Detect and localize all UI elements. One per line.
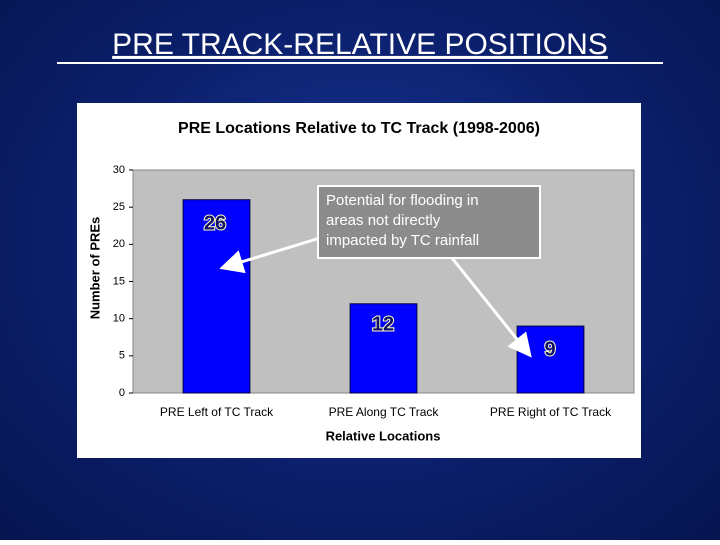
y-tick-label: 10 — [113, 313, 125, 325]
y-tick-label: 20 — [113, 238, 125, 250]
annotation-text: Potential for flooding in — [326, 192, 479, 209]
y-tick-label: 0 — [119, 387, 125, 399]
arrow — [450, 257, 532, 358]
y-tick-label: 5 — [119, 350, 125, 362]
y-tick-label: 25 — [113, 201, 125, 213]
x-tick-label: PRE Right of TC Track — [490, 405, 612, 419]
x-axis-label: Relative Locations — [326, 428, 441, 443]
annotation-box — [317, 185, 541, 259]
annotation-text: areas not directly — [326, 212, 441, 229]
bar — [349, 303, 418, 394]
x-tick-label: PRE Left of TC Track — [160, 405, 274, 419]
data-label: 12 — [372, 313, 394, 335]
y-axis-label: Number of PREs — [87, 217, 102, 320]
bar — [182, 199, 251, 394]
x-tick-label: PRE Along TC Track — [329, 405, 440, 419]
y-tick-label: 15 — [113, 275, 125, 287]
data-label: 26 — [204, 212, 226, 234]
arrow — [219, 236, 321, 274]
chart-title: PRE Locations Relative to TC Track (1998… — [178, 120, 540, 137]
data-label: 9 — [544, 338, 555, 360]
slide-title: PRE TRACK-RELATIVE POSITIONS — [112, 28, 608, 61]
annotation-text: impacted by TC rainfall — [326, 232, 479, 249]
y-tick-label: 30 — [113, 164, 125, 176]
